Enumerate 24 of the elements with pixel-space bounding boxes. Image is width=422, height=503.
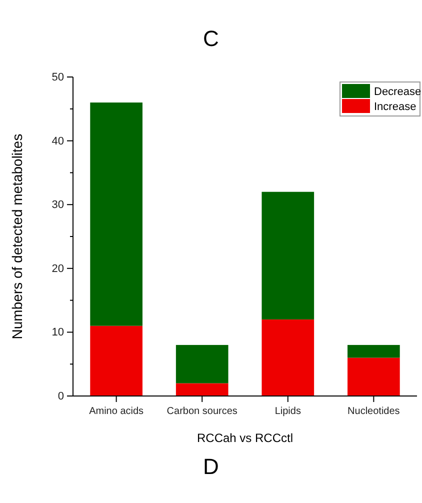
- text: D: [203, 454, 219, 479]
- bar: [262, 192, 314, 320]
- chart-title: C: [203, 26, 220, 51]
- y-tick-label: 40: [52, 135, 64, 148]
- y-tick-label: 20: [52, 262, 64, 275]
- x-tick-label: Lipids: [274, 406, 301, 417]
- y-tick-label: 30: [52, 199, 64, 212]
- bar: [90, 102, 142, 326]
- bar: [348, 344, 400, 358]
- bar: [90, 326, 142, 396]
- bar: [262, 319, 314, 396]
- legend-label: Decrease: [374, 86, 422, 98]
- y-axis-title: Numbers of detected metabolites: [9, 134, 25, 340]
- x-tick-label: Nucleotides: [348, 406, 400, 417]
- y-tick-label: 0: [58, 390, 64, 403]
- bar: [348, 358, 400, 396]
- legend-label: Increase: [374, 101, 416, 113]
- y-tick-label: 10: [52, 326, 64, 339]
- x-tick-label: Amino acids: [89, 406, 144, 417]
- bar: [176, 344, 228, 384]
- bar: [176, 383, 228, 396]
- y-tick-label: 50: [52, 72, 64, 84]
- x-axis-title: RCCah vs RCCctl: [196, 431, 294, 445]
- x-tick-label: Carbon sources: [166, 406, 238, 417]
